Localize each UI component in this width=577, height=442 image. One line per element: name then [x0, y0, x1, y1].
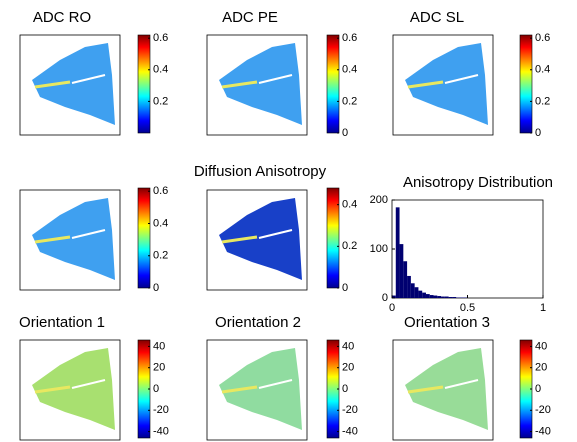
colorbar-tick-label: 0: [153, 383, 159, 395]
map-streak: [34, 385, 71, 394]
x-tick-label: 0: [389, 302, 395, 314]
colorbar-tick-label: 0.2: [153, 250, 168, 262]
hist-bar: [429, 295, 434, 298]
panel-title: Orientation 1: [19, 314, 105, 331]
hist-bar: [407, 275, 411, 298]
map-gap: [444, 379, 479, 389]
map-gap: [71, 379, 106, 389]
axes-frame: [391, 199, 544, 299]
colorbar-tick-label: 0.4: [342, 64, 357, 76]
hist-bar: [392, 295, 396, 298]
map-gap: [258, 379, 293, 389]
colorbar-tick-label: 0: [535, 127, 541, 139]
colorbar-tick-label: 0.2: [342, 240, 357, 252]
colorbar-tick-label: -40: [153, 426, 169, 438]
tissue-map: [219, 198, 302, 280]
map-gap: [71, 74, 106, 84]
tissue-map: [219, 43, 302, 125]
map-streak: [34, 235, 71, 244]
colorbar-tick-label: -40: [535, 426, 551, 438]
colorbar-tick-label: 20: [153, 362, 165, 374]
map-streak: [407, 385, 444, 394]
hist-bar: [418, 290, 423, 298]
hist-bar: [425, 294, 430, 298]
tissue-map: [32, 348, 115, 430]
colorbar: [326, 34, 340, 134]
y-tick-label: 100: [370, 243, 388, 255]
colorbar-tick-label: 0.4: [153, 64, 168, 76]
tissue-map: [405, 348, 488, 430]
colorbar-tick-label: -20: [535, 404, 551, 416]
colorbar-tick-label: 40: [153, 340, 165, 352]
y-tick-label: 200: [370, 194, 388, 206]
colorbar-tick-label: 0: [342, 127, 348, 139]
colorbar: [137, 187, 151, 289]
colorbar-tick-label: 0.4: [342, 199, 357, 211]
map-streak: [34, 80, 71, 89]
colorbar-tick-label: 0.6: [153, 185, 168, 197]
map-streak: [407, 80, 444, 89]
colorbar-tick-label: 0.2: [535, 95, 550, 107]
colorbar-tick-label: 0.4: [153, 217, 168, 229]
panel-title: Orientation 2: [215, 314, 301, 331]
map-gap: [444, 74, 479, 84]
panel-title: Orientation 3: [404, 314, 490, 331]
colorbar-tick-label: 0.6: [342, 32, 357, 44]
colorbar-tick-label: -20: [153, 404, 169, 416]
hist-bar: [437, 296, 442, 298]
map-streak: [221, 235, 258, 244]
hist-bar: [441, 296, 445, 298]
colorbar-tick-label: 0: [342, 282, 348, 294]
colorbar: [326, 187, 340, 289]
panel-title: ADC SL: [410, 9, 464, 26]
map-gap: [71, 229, 106, 239]
colorbar-tick-label: 0.4: [535, 64, 550, 76]
colorbar-tick-label: 0.6: [535, 32, 550, 44]
panel-title: Diffusion Anisotropy: [194, 163, 327, 180]
hist-bar: [414, 287, 419, 298]
colorbar-tick-label: 0.2: [342, 95, 357, 107]
colorbar-tick-label: -40: [342, 426, 358, 438]
hist-bar: [422, 292, 426, 298]
colorbar-tick-label: 0.2: [153, 95, 168, 107]
colorbar: [519, 34, 533, 134]
map-gap: [258, 229, 293, 239]
tissue-map: [32, 198, 115, 280]
panel-title: ADC PE: [222, 9, 278, 26]
y-tick-label: 0: [382, 292, 388, 304]
hist-bar: [433, 295, 438, 298]
colorbar-tick-label: 40: [342, 340, 354, 352]
hist-bar: [452, 297, 457, 298]
x-tick-label: 0.5: [460, 302, 475, 314]
map-streak: [221, 385, 258, 394]
colorbar-tick-label: 40: [535, 340, 547, 352]
panel-title: ADC RO: [33, 9, 91, 26]
hist-bar: [403, 261, 408, 298]
colorbar: [137, 34, 151, 134]
colorbar-tick-label: 0: [342, 383, 348, 395]
tissue-map: [405, 43, 488, 125]
tissue-map: [32, 43, 115, 125]
hist-bar: [448, 297, 453, 298]
tissue-map: [219, 348, 302, 430]
colorbar-tick-label: 20: [342, 362, 354, 374]
hist-bar: [444, 296, 449, 298]
colorbar-tick-label: 0: [153, 282, 159, 294]
colorbar-tick-label: -20: [342, 404, 358, 416]
map-streak: [221, 80, 258, 89]
colorbar-tick-label: 20: [535, 362, 547, 374]
panel-title: Anisotropy Distribution: [403, 174, 553, 191]
hist-bar: [399, 244, 404, 298]
hist-bar: [395, 207, 400, 298]
colorbar-tick-label: 0: [535, 383, 541, 395]
x-tick-label: 1: [540, 302, 546, 314]
hist-bar: [410, 283, 415, 298]
map-gap: [258, 74, 293, 84]
colorbar-tick-label: 0.6: [153, 32, 168, 44]
